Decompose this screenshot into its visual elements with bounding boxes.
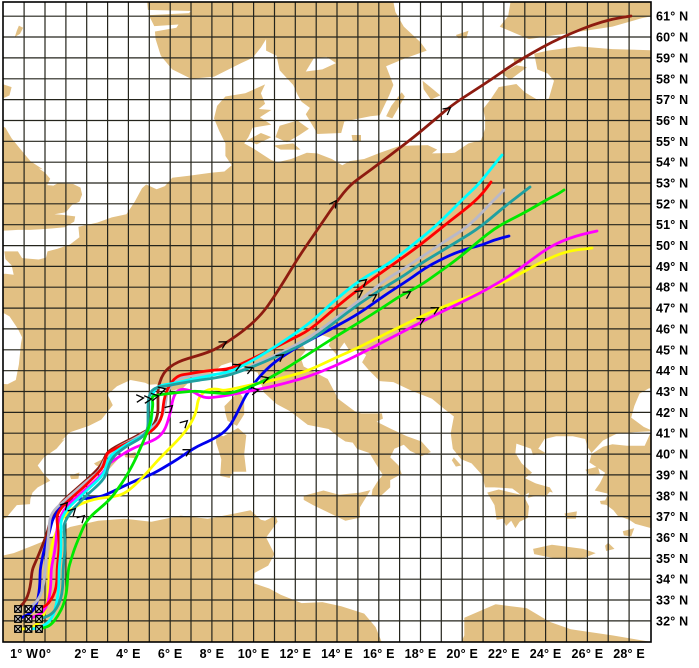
- svg-text:28° E: 28° E: [613, 647, 645, 661]
- svg-text:57° N: 57° N: [656, 93, 688, 107]
- svg-text:18° E: 18° E: [405, 647, 437, 661]
- svg-text:60° N: 60° N: [656, 31, 688, 45]
- svg-text:61° N: 61° N: [656, 10, 688, 24]
- svg-text:10° E: 10° E: [238, 647, 270, 661]
- svg-text:50° N: 50° N: [656, 239, 688, 253]
- svg-text:45° N: 45° N: [656, 343, 688, 357]
- svg-text:14° E: 14° E: [321, 647, 353, 661]
- svg-text:38° N: 38° N: [656, 489, 688, 503]
- svg-text:26° E: 26° E: [572, 647, 604, 661]
- svg-text:22° E: 22° E: [488, 647, 520, 661]
- svg-text:39° N: 39° N: [656, 468, 688, 482]
- svg-text:41° N: 41° N: [656, 427, 688, 441]
- svg-text:47° N: 47° N: [656, 302, 688, 316]
- svg-text:52° N: 52° N: [656, 197, 688, 211]
- svg-text:40° N: 40° N: [656, 448, 688, 462]
- svg-text:32° N: 32° N: [656, 614, 688, 628]
- svg-text:53° N: 53° N: [656, 177, 688, 191]
- svg-text:49° N: 49° N: [656, 260, 688, 274]
- svg-text:37° N: 37° N: [656, 510, 688, 524]
- svg-text:48° N: 48° N: [656, 281, 688, 295]
- svg-text:24° E: 24° E: [530, 647, 562, 661]
- svg-text:44° N: 44° N: [656, 364, 688, 378]
- svg-text:0°: 0°: [39, 647, 51, 661]
- svg-text:58° N: 58° N: [656, 72, 688, 86]
- svg-text:2° E: 2° E: [74, 647, 99, 661]
- svg-text:8° E: 8° E: [200, 647, 225, 661]
- svg-text:35° N: 35° N: [656, 552, 688, 566]
- svg-text:56° N: 56° N: [656, 114, 688, 128]
- svg-text:33° N: 33° N: [656, 594, 688, 608]
- svg-text:16° E: 16° E: [363, 647, 395, 661]
- svg-text:20° E: 20° E: [446, 647, 478, 661]
- svg-text:51° N: 51° N: [656, 218, 688, 232]
- svg-text:43° N: 43° N: [656, 385, 688, 399]
- svg-text:55° N: 55° N: [656, 135, 688, 149]
- svg-text:46° N: 46° N: [656, 322, 688, 336]
- svg-text:36° N: 36° N: [656, 531, 688, 545]
- svg-text:6° E: 6° E: [158, 647, 183, 661]
- svg-text:42° N: 42° N: [656, 406, 688, 420]
- svg-text:54° N: 54° N: [656, 156, 688, 170]
- svg-text:59° N: 59° N: [656, 51, 688, 65]
- svg-text:1° W: 1° W: [10, 647, 38, 661]
- svg-text:12° E: 12° E: [279, 647, 311, 661]
- svg-text:4° E: 4° E: [116, 647, 141, 661]
- svg-text:34° N: 34° N: [656, 573, 688, 587]
